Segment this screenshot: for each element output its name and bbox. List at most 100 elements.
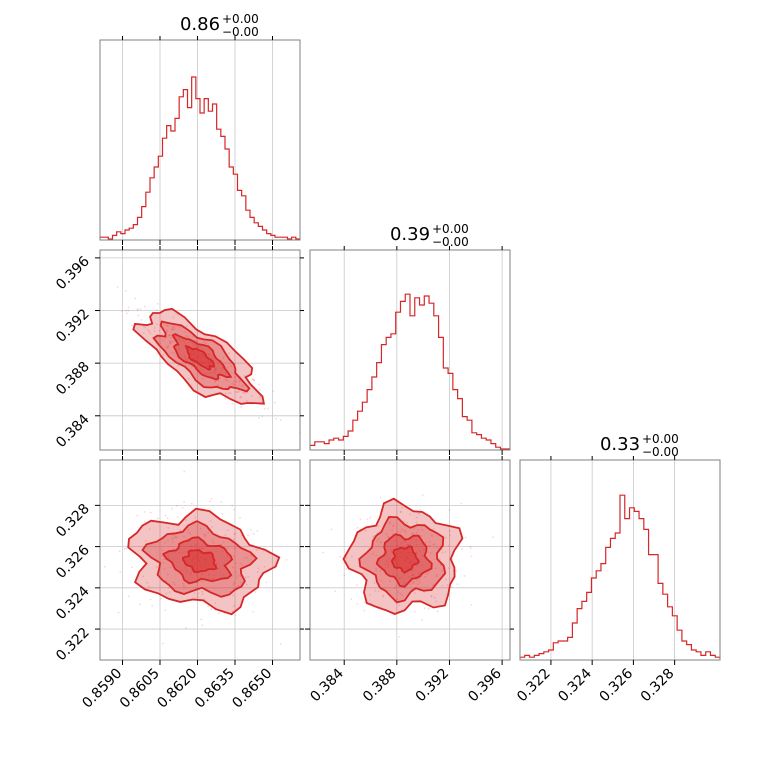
sample-point — [202, 361, 205, 364]
sample-point — [214, 369, 216, 372]
sample-point — [429, 544, 431, 547]
sample-point — [200, 618, 202, 621]
sample-point — [192, 335, 195, 338]
sample-point — [215, 369, 217, 371]
sample-point — [208, 500, 211, 503]
sample-point — [162, 561, 165, 564]
sample-point — [162, 558, 165, 561]
sample-point — [439, 564, 442, 567]
sample-point — [116, 286, 119, 289]
sample-point — [231, 504, 234, 507]
histogram-step — [100, 76, 300, 240]
sample-point — [394, 559, 397, 562]
sample-point — [227, 366, 229, 369]
sample-point — [232, 594, 234, 597]
sample-point — [230, 365, 232, 367]
sample-point — [201, 624, 204, 627]
sample-point — [408, 561, 411, 564]
sample-point — [184, 343, 187, 345]
sample-point — [322, 551, 325, 554]
sample-point — [207, 362, 210, 364]
sample-point — [404, 530, 407, 533]
sample-point — [428, 540, 431, 543]
sample-point — [399, 511, 402, 513]
sample-point — [201, 354, 203, 356]
sample-point — [241, 564, 244, 566]
sample-point — [151, 605, 154, 608]
sample-point — [351, 555, 353, 558]
sample-point — [172, 340, 174, 343]
sample-point — [422, 548, 425, 551]
sample-point — [192, 345, 195, 347]
sample-point — [146, 581, 149, 584]
sample-point — [204, 563, 207, 566]
sample-point — [239, 581, 242, 584]
sample-point — [233, 508, 235, 511]
sample-point — [433, 596, 436, 599]
sample-point — [406, 567, 408, 569]
plot-area — [310, 293, 510, 450]
sample-point — [162, 642, 164, 645]
sample-point — [137, 314, 140, 317]
sample-point — [201, 593, 204, 596]
x-tick-label: 0.392 — [413, 666, 453, 706]
sample-point — [171, 328, 174, 331]
sample-point — [381, 594, 384, 597]
sample-point — [406, 543, 409, 546]
sample-point — [245, 399, 248, 402]
sample-point — [214, 602, 217, 604]
sample-point — [153, 327, 156, 329]
sample-point — [142, 575, 145, 578]
sample-point — [395, 539, 397, 542]
sample-point — [181, 506, 184, 509]
sample-point — [181, 552, 184, 554]
sample-point — [334, 590, 337, 593]
sample-point — [258, 388, 261, 391]
sample-point — [212, 542, 215, 544]
plot-area — [100, 76, 300, 240]
sample-point — [389, 521, 392, 524]
density-contour — [171, 333, 233, 381]
sample-point — [405, 556, 408, 558]
sample-point — [172, 548, 175, 551]
sample-point — [156, 323, 159, 325]
sample-point — [226, 554, 229, 557]
sample-point — [231, 403, 234, 405]
sample-point — [211, 539, 214, 542]
sample-point — [231, 382, 234, 385]
axes-frame — [519, 459, 721, 661]
sample-point — [410, 561, 412, 564]
sample-point — [206, 364, 208, 367]
sample-point — [232, 581, 235, 584]
sample-point — [220, 543, 222, 546]
sample-point — [127, 595, 130, 598]
sample-point — [201, 580, 204, 583]
sample-point — [177, 565, 180, 568]
sample-point — [409, 583, 411, 586]
sample-point — [191, 559, 194, 562]
sample-point — [239, 562, 242, 565]
sample-point — [456, 583, 459, 585]
sample-point — [215, 563, 218, 566]
sample-point — [396, 544, 399, 547]
sample-point — [463, 575, 466, 577]
sample-point — [373, 582, 376, 584]
sample-point — [208, 355, 211, 358]
sample-point — [195, 556, 198, 559]
sample-point — [423, 575, 426, 578]
sample-point — [416, 583, 419, 586]
sample-point — [244, 576, 247, 579]
sample-point — [401, 528, 403, 531]
sample-point — [195, 346, 198, 348]
sample-point — [198, 560, 201, 562]
sample-point — [189, 545, 192, 548]
sample-point — [214, 372, 216, 374]
sample-point — [168, 591, 171, 594]
sample-point — [147, 585, 150, 588]
sample-point — [155, 309, 158, 312]
sample-point — [123, 547, 126, 550]
sample-point — [399, 556, 402, 559]
density-contour — [375, 533, 433, 588]
sample-point — [206, 360, 209, 362]
sample-point — [170, 538, 173, 541]
